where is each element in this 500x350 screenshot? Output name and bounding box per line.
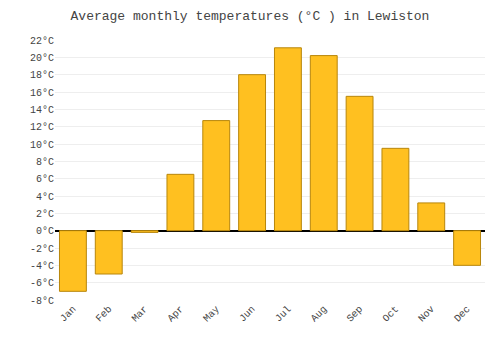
svg-text:Jun: Jun <box>237 304 258 325</box>
svg-text:10°C: 10°C <box>30 140 54 151</box>
svg-text:Average monthly temperatures (: Average monthly temperatures (°C ) in Le… <box>71 9 430 24</box>
svg-text:-6°C: -6°C <box>30 278 54 289</box>
svg-text:12°C: 12°C <box>30 122 54 133</box>
svg-text:-4°C: -4°C <box>30 261 54 272</box>
svg-text:Jan: Jan <box>58 304 79 325</box>
svg-text:2°C: 2°C <box>36 209 54 220</box>
svg-text:May: May <box>201 304 222 325</box>
svg-text:20°C: 20°C <box>30 53 54 64</box>
svg-text:Mar: Mar <box>130 304 151 325</box>
svg-text:Sep: Sep <box>345 304 366 325</box>
svg-text:Feb: Feb <box>94 304 115 325</box>
svg-text:Nov: Nov <box>416 304 437 325</box>
svg-text:0°C: 0°C <box>36 226 54 237</box>
svg-text:-2°C: -2°C <box>30 244 54 255</box>
svg-text:14°C: 14°C <box>30 105 54 116</box>
svg-text:Oct: Oct <box>381 304 402 325</box>
svg-text:8°C: 8°C <box>36 157 54 168</box>
svg-text:22°C: 22°C <box>30 36 54 47</box>
svg-text:Dec: Dec <box>452 304 473 325</box>
svg-text:4°C: 4°C <box>36 192 54 203</box>
svg-text:Jul: Jul <box>273 304 294 325</box>
svg-text:18°C: 18°C <box>30 70 54 81</box>
svg-text:Aug: Aug <box>309 304 330 325</box>
svg-text:Apr: Apr <box>166 304 187 325</box>
svg-text:6°C: 6°C <box>36 174 54 185</box>
svg-text:-8°C: -8°C <box>30 296 54 307</box>
svg-text:16°C: 16°C <box>30 88 54 99</box>
